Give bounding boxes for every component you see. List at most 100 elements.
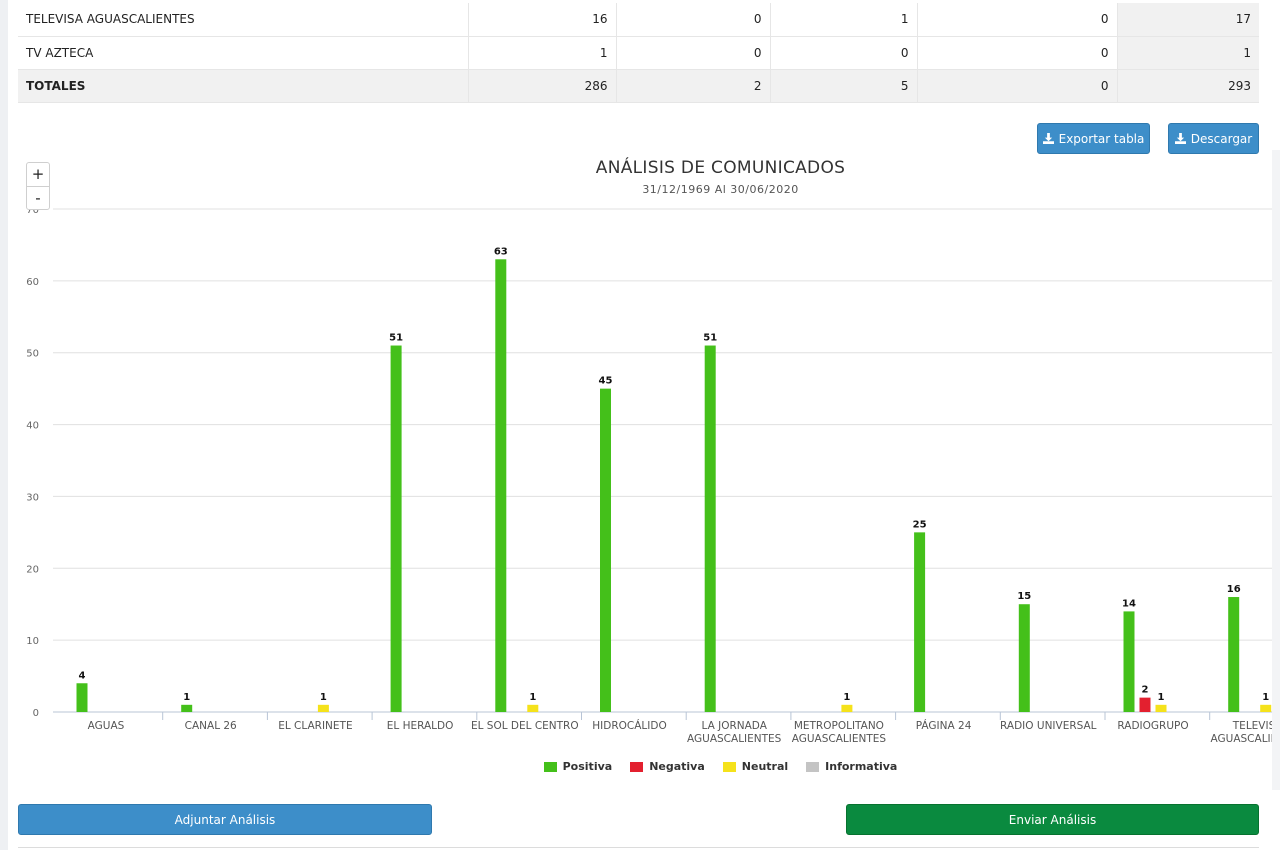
cell-negativa: 0 <box>615 36 770 70</box>
data-label: 51 <box>389 333 403 344</box>
x-tick-label-line: RADIO UNIVERSAL <box>1000 720 1097 732</box>
data-label: 16 <box>1227 584 1241 595</box>
x-tick-label: EL SOL DEL CENTRO <box>471 720 579 732</box>
chart-legend: Positiva Negativa Neutral Informativa <box>8 760 1280 773</box>
x-tick-label-line: EL HERALDO <box>387 720 454 732</box>
summary-table: TELEVISA AGUASCALIENTES 16 0 1 0 17 TV A… <box>18 3 1259 103</box>
cell-informativa: 0 <box>916 3 1117 37</box>
export-table-label: Exportar tabla <box>1058 131 1145 146</box>
content-panel: TELEVISA AGUASCALIENTES 16 0 1 0 17 TV A… <box>8 0 1280 850</box>
total-negativa: 2 <box>615 69 770 103</box>
x-tick-label-line: AGUASCALIENTES <box>792 733 887 745</box>
zoom-control: + - <box>26 162 50 210</box>
y-tick-label: 20 <box>26 564 39 575</box>
data-label: 14 <box>1122 598 1136 609</box>
legend-label: Informativa <box>825 760 898 773</box>
cell-negativa: 0 <box>615 3 770 37</box>
bar-neutral <box>1260 704 1272 712</box>
attach-analysis-button[interactable]: Adjuntar Análisis <box>18 804 432 835</box>
data-label: 51 <box>703 333 717 344</box>
download-icon <box>1174 133 1186 144</box>
legend-item-positiva[interactable]: Positiva <box>543 760 613 773</box>
row-name: TELEVISA AGUASCALIENTES <box>18 3 468 37</box>
data-label: 15 <box>1017 591 1031 602</box>
legend-item-negativa[interactable]: Negativa <box>630 760 705 773</box>
data-label: 45 <box>599 376 613 387</box>
x-tick-label: HIDROCÁLIDO <box>592 719 666 732</box>
bar-positiva <box>1018 604 1030 712</box>
x-tick-label-line: AGUASCALIENTES <box>1211 733 1280 745</box>
right-gutter <box>1272 150 1280 790</box>
x-tick-label-line: RADIOGRUPO <box>1117 720 1188 732</box>
table-row: TV AZTECA 1 0 0 0 1 <box>18 36 1259 70</box>
x-tick-label: EL CLARINETE <box>278 720 352 732</box>
x-tick-label-line: PÁGINA 24 <box>916 719 972 732</box>
legend-label: Neutral <box>741 760 789 773</box>
y-tick-label: 70 <box>26 205 39 216</box>
cell-total: 17 <box>1116 3 1259 37</box>
y-tick-label: 50 <box>26 349 39 360</box>
cell-informativa: 0 <box>916 36 1117 70</box>
y-tick-label: 0 <box>33 708 39 719</box>
bar-positiva <box>600 388 611 712</box>
x-tick-label-line: AGUAS <box>88 720 125 732</box>
download-label: Descargar <box>1190 131 1253 146</box>
y-tick-label: 40 <box>26 421 39 432</box>
x-tick-label-line: CANAL 26 <box>185 720 237 732</box>
send-analysis-label: Enviar Análisis <box>1008 812 1097 827</box>
bar-negativa <box>1139 697 1151 712</box>
cell-positiva: 16 <box>467 3 616 37</box>
export-table-button[interactable]: Exportar tabla <box>1037 123 1150 154</box>
cell-total: 1 <box>1116 36 1259 70</box>
x-tick-label-line: EL CLARINETE <box>278 720 352 732</box>
total-total: 293 <box>1116 69 1259 103</box>
bar-positiva <box>390 345 402 712</box>
legend-label: Positiva <box>562 760 613 773</box>
total-informativa: 0 <box>916 69 1117 103</box>
left-gutter <box>0 0 8 850</box>
bar-positiva <box>1123 611 1135 712</box>
send-analysis-button[interactable]: Enviar Análisis <box>846 804 1259 835</box>
data-label: 4 <box>79 670 86 681</box>
divider <box>18 847 1259 848</box>
totals-label: TOTALES <box>18 69 468 103</box>
chart-container: ANÁLISIS DE COMUNICADOS 31/12/1969 Al 30… <box>8 150 1280 780</box>
zoom-in-button[interactable]: + <box>31 165 45 183</box>
x-tick-label-line: METROPOLITANO <box>794 720 884 732</box>
row-name: TV AZTECA <box>18 36 468 70</box>
data-label: 63 <box>494 246 508 257</box>
bar-neutral <box>527 704 539 712</box>
cell-neutral: 1 <box>769 3 917 37</box>
x-tick-label-line: AGUASCALIENTES <box>687 733 782 745</box>
legend-swatch <box>630 761 644 772</box>
chart-subtitle: 31/12/1969 Al 30/06/2020 <box>642 183 799 196</box>
bar-chart: 0 10 20 30 40 50 60 70 AGUAS 4 CANAL 26 1 EL CLARINE… <box>26 205 1280 745</box>
total-neutral: 5 <box>769 69 917 103</box>
y-tick-label: 60 <box>26 277 39 288</box>
legend-item-informativa[interactable]: Informativa <box>806 760 897 773</box>
bar-positiva <box>495 259 507 712</box>
bar-positiva <box>704 345 716 712</box>
legend-swatch <box>722 761 736 772</box>
x-tick-label: PÁGINA 24 <box>916 719 972 732</box>
legend-swatch <box>806 761 820 772</box>
bar-neutral <box>1155 704 1167 712</box>
table-row: TELEVISA AGUASCALIENTES 16 0 1 0 17 <box>18 3 1259 37</box>
bar-neutral <box>317 704 329 712</box>
x-tick-label: CANAL 26 <box>185 720 237 732</box>
x-tick-label: RADIO UNIVERSAL <box>1000 720 1097 732</box>
data-label: 1 <box>320 692 327 703</box>
download-button[interactable]: Descargar <box>1168 123 1259 154</box>
legend-item-neutral[interactable]: Neutral <box>722 760 789 773</box>
zoom-out-button[interactable]: - <box>27 186 49 210</box>
x-tick-label-line: HIDROCÁLIDO <box>592 719 666 732</box>
data-label: 1 <box>529 692 536 703</box>
data-label: 25 <box>913 519 927 530</box>
bar-positiva <box>76 683 88 712</box>
x-tick-label: LA JORNADA AGUASCALIENTES <box>687 720 782 745</box>
x-tick-label: EL HERALDO <box>387 720 454 732</box>
bar-positiva <box>914 532 926 712</box>
x-tick-label: AGUAS <box>88 720 125 732</box>
cell-positiva: 1 <box>467 36 616 70</box>
